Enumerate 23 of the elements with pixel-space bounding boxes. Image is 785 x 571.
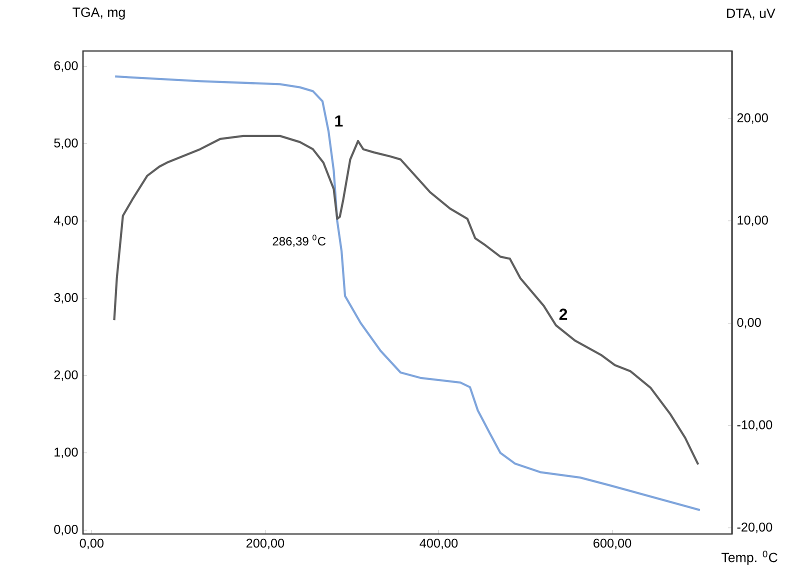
y-tick-label: 3,00 (54, 293, 78, 304)
x-tick-label: 200,00 (246, 538, 284, 550)
y2-tick-label: 10,00 (738, 216, 768, 226)
annotation: 1 (335, 116, 343, 127)
y2-tick-label: 20,00 (737, 113, 768, 124)
y2-axis-title: DTA, uV (727, 8, 776, 20)
y2-tick-label: -10,00 (737, 420, 772, 431)
x-tick-label: 0,00 (80, 538, 104, 550)
y2-tick-label: 0,00 (737, 318, 761, 328)
y2-tick-label: -20,00 (737, 522, 772, 534)
line-series (114, 75, 701, 512)
annotation: 2 (559, 308, 568, 320)
y-axis-title: TGA, mg (72, 8, 125, 20)
y-tick-label: 2,00 (54, 370, 78, 381)
y-tick-label: 0,00 (54, 524, 78, 536)
y-tick-label: 4,00 (54, 216, 78, 226)
x-tick-label: 400,00 (420, 538, 458, 550)
y-tick-label: 5,00 (54, 138, 78, 149)
x-axis-title: Temp. $^{0}$C (722, 550, 778, 565)
y-tick-label: 1,00 (54, 448, 78, 458)
annotation: 286,39 $^{0}$C (272, 234, 326, 247)
x-tick-label: 600,00 (594, 538, 632, 550)
y-tick-label: 6,00 (54, 61, 78, 72)
